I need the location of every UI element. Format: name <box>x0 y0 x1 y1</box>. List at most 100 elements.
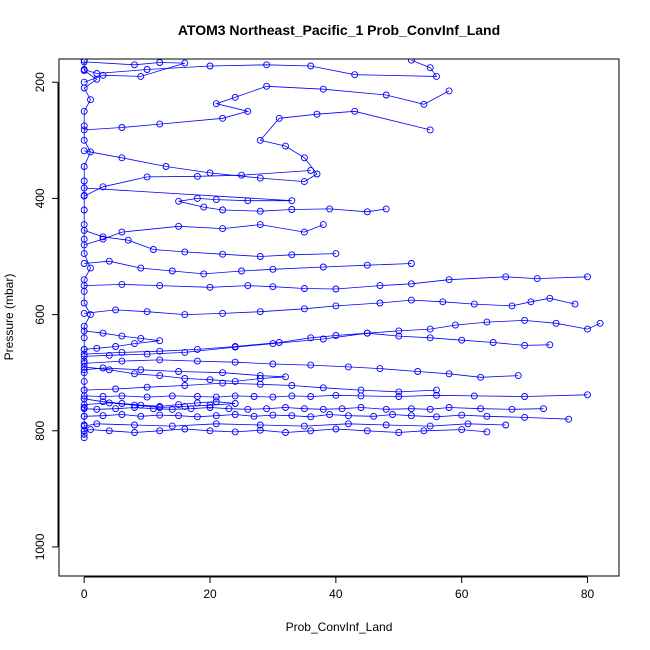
data-point <box>143 173 151 181</box>
data-point <box>168 405 176 413</box>
data-point <box>521 341 529 349</box>
data-point <box>244 107 252 115</box>
data-point <box>407 412 415 420</box>
data-point <box>206 376 214 384</box>
data-point <box>99 183 107 191</box>
data-point <box>307 427 315 435</box>
data-point <box>382 205 390 213</box>
data-point <box>414 368 422 375</box>
data-point <box>300 305 308 313</box>
data-point <box>382 405 390 413</box>
y-tick-label: 600 <box>33 304 47 324</box>
data-point <box>181 311 189 319</box>
data-point <box>118 411 126 418</box>
data-point <box>118 332 126 340</box>
data-point <box>288 382 296 389</box>
data-point <box>477 373 485 381</box>
data-point <box>395 388 403 396</box>
data-point <box>105 366 113 374</box>
data-point <box>206 401 214 409</box>
data-point <box>80 363 88 371</box>
data-point <box>288 251 296 259</box>
data-point <box>112 405 120 413</box>
data-point <box>131 429 138 436</box>
data-point <box>288 206 296 213</box>
data-point <box>238 267 245 275</box>
data-point <box>156 282 164 290</box>
data-point <box>80 192 88 200</box>
data-point <box>80 322 88 330</box>
data-point <box>105 257 113 265</box>
series-19 <box>80 425 491 436</box>
data-point <box>175 368 183 375</box>
data-point <box>80 78 88 86</box>
data-point <box>212 398 220 406</box>
data-point <box>300 178 308 186</box>
data-point <box>238 171 245 179</box>
data-point <box>433 72 440 80</box>
data-point <box>282 373 289 381</box>
data-point <box>433 386 440 394</box>
series-9 <box>80 257 415 278</box>
data-point <box>395 332 403 340</box>
data-point <box>282 142 289 150</box>
data-point <box>389 411 396 418</box>
data-point <box>282 429 289 436</box>
y-axis: 200 400 600 800 1000 <box>33 72 59 560</box>
data-point <box>521 316 529 324</box>
data-point <box>256 421 264 429</box>
data-point <box>269 265 277 273</box>
series-line <box>84 260 412 275</box>
data-point <box>332 425 340 433</box>
data-point <box>80 206 88 214</box>
data-point <box>307 334 315 342</box>
data-point <box>250 412 258 420</box>
data-point <box>80 334 88 342</box>
data-point <box>112 343 120 350</box>
data-point <box>426 405 434 413</box>
series-line <box>84 110 431 183</box>
data-point <box>206 427 214 435</box>
y-tick-label: 400 <box>33 188 47 208</box>
data-point <box>269 411 277 419</box>
data-point <box>175 401 183 409</box>
data-point <box>131 421 138 429</box>
data-point <box>307 167 315 174</box>
data-point <box>87 264 94 272</box>
data-point <box>219 379 227 387</box>
data-point <box>263 61 271 69</box>
data-point <box>307 62 315 70</box>
data-point <box>137 334 145 342</box>
x-axis-label: Prob_ConvInf_Land <box>286 620 393 634</box>
data-point <box>552 319 560 327</box>
data-point <box>112 306 120 314</box>
data-point <box>433 413 440 421</box>
data-point <box>181 382 189 389</box>
data-point <box>175 222 183 230</box>
data-point <box>219 114 227 122</box>
data-point <box>93 70 101 77</box>
data-point <box>231 411 239 418</box>
data-point <box>313 170 321 178</box>
data-point <box>231 392 239 400</box>
data-point <box>540 405 547 413</box>
data-point <box>584 391 591 399</box>
data-point <box>338 405 346 413</box>
series-23 <box>80 327 164 353</box>
data-point <box>307 413 315 421</box>
data-point <box>307 361 315 369</box>
data-point <box>80 163 88 170</box>
data-point <box>464 420 472 428</box>
series-18 <box>80 411 573 423</box>
data-point <box>80 299 88 307</box>
data-point <box>137 72 145 80</box>
data-point <box>105 427 113 435</box>
series-line <box>84 59 438 77</box>
data-point <box>80 226 88 234</box>
series-4 <box>80 107 434 186</box>
series-line <box>84 423 506 427</box>
data-point <box>168 422 176 430</box>
series-line <box>84 407 544 410</box>
data-point <box>175 197 183 205</box>
